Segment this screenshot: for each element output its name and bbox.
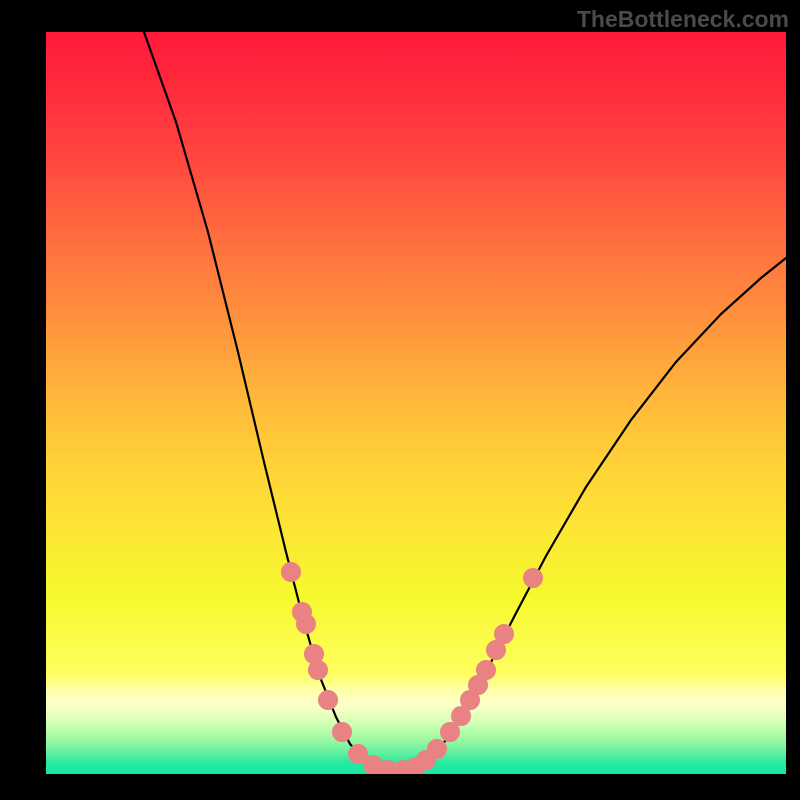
marker-dot xyxy=(349,745,368,764)
marker-dot xyxy=(495,625,514,644)
marker-dot xyxy=(469,676,488,695)
marker-dot xyxy=(417,751,436,770)
marker-dot xyxy=(309,661,328,680)
plot-area xyxy=(46,32,786,774)
curve-layer xyxy=(46,32,786,774)
marker-dot xyxy=(487,641,506,660)
marker-dot xyxy=(305,645,324,664)
canvas: TheBottleneck.com xyxy=(0,0,800,800)
marker-dot xyxy=(407,758,426,775)
marker-dot xyxy=(282,563,301,582)
marker-dot xyxy=(428,740,447,759)
marker-dot xyxy=(297,615,316,634)
gradient-background xyxy=(46,32,786,774)
marker-dot xyxy=(524,569,543,588)
curve-left-branch xyxy=(144,32,394,770)
marker-dot xyxy=(441,723,460,742)
marker-dot xyxy=(333,723,352,742)
marker-dot xyxy=(379,761,398,775)
marker-dot xyxy=(364,756,383,775)
marker-dot xyxy=(394,761,413,775)
curve-right-branch xyxy=(394,258,786,770)
marker-dot xyxy=(461,691,480,710)
marker-dot xyxy=(477,661,496,680)
marker-dot xyxy=(319,691,338,710)
watermark-text: TheBottleneck.com xyxy=(577,6,789,33)
markers-group xyxy=(282,563,543,775)
marker-dot xyxy=(452,707,471,726)
marker-dot xyxy=(293,603,312,622)
